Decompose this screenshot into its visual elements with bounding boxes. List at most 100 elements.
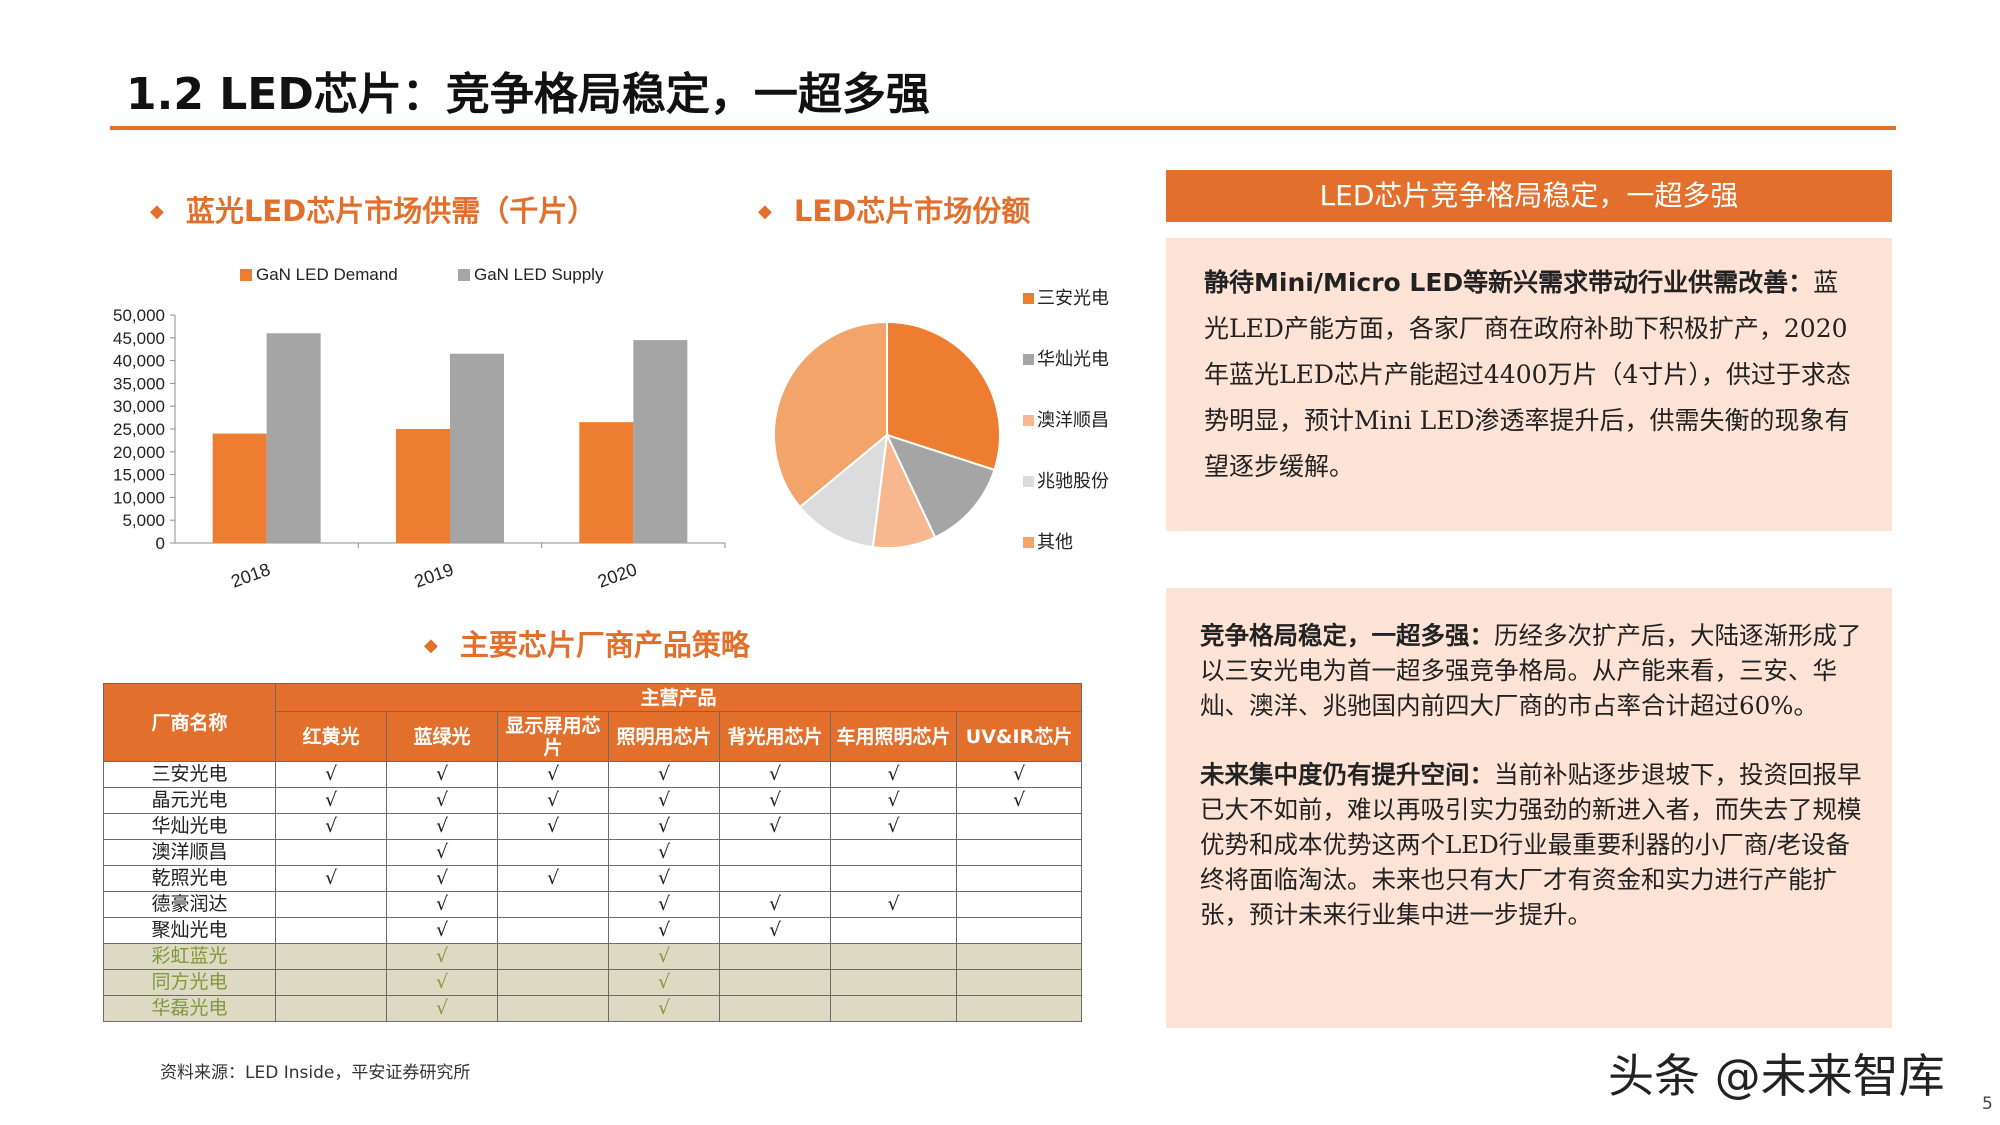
empty-cell (275, 943, 387, 970)
check-mark-cell: √ (497, 813, 609, 840)
check-mark-cell: √ (608, 761, 720, 788)
box1-paragraph: 静待Mini/Micro LED等新兴需求带动行业供需改善：蓝光LED产能方面，… (1166, 238, 1892, 490)
check-mark-cell: √ (275, 813, 387, 840)
empty-cell (830, 969, 957, 996)
y-tick-label: 30,000 (113, 397, 165, 416)
x-tick-label: 2018 (228, 559, 272, 591)
empty-cell (955, 995, 1083, 1022)
legend-swatch (1023, 415, 1034, 426)
watermark: 头条 @未来智库 (1608, 1049, 1945, 1103)
check-mark-cell: √ (386, 865, 498, 892)
supply-demand-heading: ◆ 蓝光LED芯片市场供需（千片） (150, 188, 596, 230)
check-mark-cell: √ (608, 917, 720, 944)
legend-label: GaN LED Demand (256, 265, 398, 284)
check-mark-cell: √ (275, 761, 387, 788)
empty-cell (719, 943, 831, 970)
source-note: 资料来源：LED Inside，平安证券研究所 (160, 1063, 471, 1083)
check-mark-cell: √ (386, 917, 498, 944)
pie-legend-label: 华灿光电 (1037, 349, 1109, 369)
legend-entry: GaN LED Supply (458, 265, 604, 284)
diamond-bullet-icon: ◆ (150, 201, 164, 222)
y-tick-label: 25,000 (113, 420, 165, 439)
check-mark-cell: √ (608, 839, 720, 866)
pie-legend-label: 兆驰股份 (1037, 471, 1109, 491)
table-column-header: 背光用芯片 (719, 711, 831, 762)
y-tick-label: 20,000 (113, 443, 165, 462)
check-mark-cell: √ (386, 761, 498, 788)
empty-cell (719, 995, 831, 1022)
y-tick-label: 15,000 (113, 466, 165, 485)
bar (396, 429, 450, 543)
empty-cell (955, 943, 1083, 970)
pie-legend-label: 三安光电 (1037, 288, 1109, 308)
empty-cell (955, 865, 1083, 892)
empty-cell (830, 995, 957, 1022)
vendor-name-cell: 彩虹蓝光 (103, 943, 276, 970)
check-mark-cell: √ (497, 865, 609, 892)
check-mark-cell: √ (830, 891, 957, 918)
legend-entry: GaN LED Demand (240, 265, 398, 284)
bar (633, 340, 688, 543)
check-mark-cell: √ (608, 969, 720, 996)
legend-swatch (240, 269, 252, 281)
check-mark-cell: √ (719, 813, 831, 840)
check-mark-cell: √ (608, 787, 720, 814)
empty-cell (955, 969, 1083, 996)
strategy-title: 主要芯片厂商产品策略 (459, 628, 750, 662)
box3-bold-lead: 未来集中度仍有提升空间： (1200, 760, 1494, 789)
pie-legend-label: 其他 (1037, 532, 1073, 552)
check-mark-cell: √ (608, 995, 720, 1022)
diamond-bullet-icon: ◆ (424, 635, 438, 656)
empty-cell (497, 969, 609, 996)
right-panel-box-2: 竞争格局稳定，一超多强：历经多次扩产后，大陆逐渐形成了以三安光电为首一超多强竞争… (1166, 588, 1892, 1028)
diamond-bullet-icon: ◆ (758, 201, 772, 222)
legend-swatch (458, 269, 470, 281)
empty-cell (719, 865, 831, 892)
legend-label: GaN LED Supply (474, 265, 604, 284)
box3-text: 当前补贴逐步退坡下，投资回报早已大不如前，难以再吸引实力强劲的新进入者，而失去了… (1200, 760, 1862, 929)
empty-cell (275, 917, 387, 944)
empty-cell (830, 943, 957, 970)
table-row: 华灿光电 √ √ √ √ √ √ (103, 813, 1083, 840)
check-mark-cell: √ (608, 813, 720, 840)
table-row: 彩虹蓝光 √ √ (103, 943, 1083, 970)
empty-cell (497, 995, 609, 1022)
pie-legend-entry: 三安光电 (1023, 288, 1109, 308)
table-row: 德豪润达 √ √ √ √ (103, 891, 1083, 918)
empty-cell (497, 839, 609, 866)
table-group-header: 主营产品 (274, 683, 1083, 712)
check-mark-cell: √ (608, 943, 720, 970)
table-column-header: 车用照明芯片 (830, 711, 957, 762)
table-column-header: 显示屏用芯片 (497, 711, 609, 762)
pie-legend-entry: 澳洋顺昌 (1023, 410, 1109, 430)
bar-chart-legend: GaN LED Demand GaN LED Supply (240, 265, 604, 284)
bar (450, 353, 504, 543)
vendor-name-cell: 华磊光电 (103, 995, 276, 1022)
right-panel-header: LED芯片竞争格局稳定，一超多强 (1166, 170, 1892, 222)
empty-cell (719, 839, 831, 866)
empty-cell (497, 917, 609, 944)
check-mark-cell: √ (719, 917, 831, 944)
empty-cell (955, 839, 1083, 866)
check-mark-cell: √ (386, 813, 498, 840)
right-panel-box-1: 静待Mini/Micro LED等新兴需求带动行业供需改善：蓝光LED产能方面，… (1166, 238, 1892, 531)
bar-chart-bars (212, 333, 688, 543)
y-tick-label: 10,000 (113, 488, 165, 507)
table-corner-header: 厂商名称 (103, 683, 276, 762)
empty-cell (497, 891, 609, 918)
supply-demand-bar-chart: GaN LED Demand GaN LED Supply 0 5,000 10,00… (113, 265, 726, 592)
legend-swatch (1023, 293, 1034, 304)
y-tick-label: 0 (156, 534, 165, 553)
empty-cell (830, 917, 957, 944)
check-mark-cell: √ (386, 943, 498, 970)
empty-cell (955, 917, 1083, 944)
check-mark-cell: √ (386, 787, 498, 814)
title-divider (110, 126, 1896, 130)
strategy-heading: ◆ 主要芯片厂商产品策略 (424, 622, 750, 664)
table-column-headers: 红黄光 蓝绿光 显示屏用芯片 照明用芯片 背光用芯片 车用照明芯片 UV&IR芯片 (104, 711, 1083, 762)
y-tick-label: 50,000 (113, 306, 165, 325)
box3-paragraph: 未来集中度仍有提升空间：当前补贴逐步退坡下，投资回报早已大不如前，难以再吸引实力… (1166, 723, 1892, 932)
vendor-name-cell: 乾照光电 (103, 865, 276, 892)
pie-legend-entry: 华灿光电 (1023, 349, 1109, 369)
